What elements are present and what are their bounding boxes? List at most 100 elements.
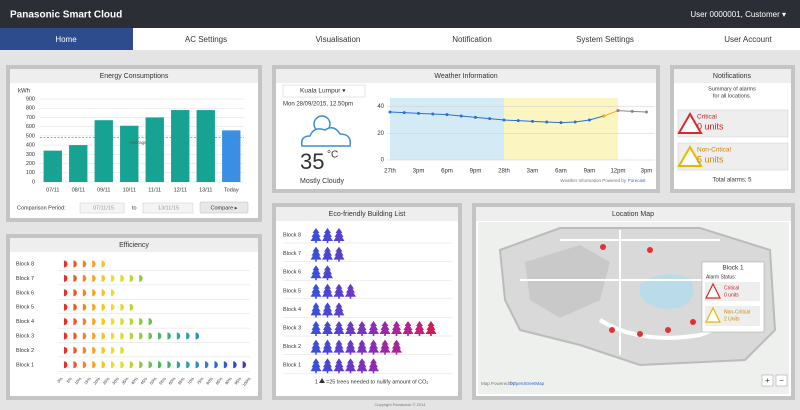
efficiency-icon bbox=[120, 318, 124, 326]
y-tick-label: 100 bbox=[26, 170, 35, 176]
map-credit-link[interactable]: ©OpenStreetMap bbox=[509, 380, 545, 386]
efficiency-icon bbox=[120, 361, 124, 369]
y-tick-label: 20 bbox=[377, 131, 384, 137]
tree-icon bbox=[322, 339, 333, 355]
footer: Copyright Panasonic © 2014 bbox=[375, 402, 427, 407]
panel-title-bar bbox=[10, 238, 258, 252]
city-select[interactable] bbox=[282, 84, 366, 98]
date-to: 13/11/15 bbox=[158, 205, 179, 211]
row-label: Block 6 bbox=[283, 270, 301, 276]
tree-icon bbox=[368, 321, 379, 336]
compare-label: Compare ▸ bbox=[211, 205, 238, 211]
point bbox=[473, 115, 477, 119]
row-label: Block 5 bbox=[16, 305, 34, 311]
efficiency-icon bbox=[101, 260, 106, 268]
popup-title: Block 1 bbox=[722, 265, 744, 272]
panel-title-bar bbox=[674, 69, 791, 83]
efficiency-icon bbox=[242, 361, 247, 369]
tree-icon bbox=[310, 228, 322, 243]
user-menu[interactable]: User 0000001, Customer ▾ bbox=[690, 10, 786, 19]
to-label: to bbox=[132, 205, 137, 211]
tree-icon bbox=[333, 358, 345, 374]
y-tick-label: 400 bbox=[26, 143, 35, 149]
point bbox=[459, 114, 463, 118]
nav-item[interactable]: User Account bbox=[724, 35, 772, 44]
tree-icon bbox=[322, 302, 333, 318]
efficiency-icon bbox=[73, 332, 77, 340]
efficiency-icon bbox=[111, 332, 115, 340]
efficiency-icon bbox=[73, 361, 77, 369]
x-tick-label: 9pm bbox=[470, 169, 482, 175]
nav-item[interactable]: AC Settings bbox=[185, 35, 227, 44]
efficiency-icon bbox=[73, 318, 77, 326]
point bbox=[516, 119, 520, 123]
x-tick-label: 5% bbox=[65, 376, 73, 384]
x-tick-label: 25% bbox=[102, 376, 111, 386]
panel-title-bar bbox=[276, 69, 656, 83]
x-tick-label: 55% bbox=[158, 376, 167, 386]
efficiency-icon bbox=[111, 289, 115, 297]
tree-icon bbox=[391, 339, 402, 355]
bar bbox=[171, 110, 190, 182]
bar bbox=[120, 125, 139, 182]
efficiency-icon bbox=[167, 332, 171, 340]
point bbox=[445, 113, 449, 117]
nav-item[interactable]: Visualisation bbox=[316, 35, 361, 44]
efficiency-icon bbox=[92, 346, 96, 354]
date-input[interactable] bbox=[142, 202, 194, 214]
tree-icon bbox=[310, 321, 322, 336]
tree-icon bbox=[368, 339, 379, 355]
row-label: Block 8 bbox=[16, 261, 34, 267]
efficiency-icon bbox=[129, 361, 134, 369]
nav-item[interactable]: Home bbox=[55, 35, 77, 44]
zoom-in[interactable] bbox=[761, 374, 774, 387]
noncritical-icon bbox=[677, 145, 703, 167]
efficiency-icon bbox=[64, 260, 68, 268]
weather-credit-link[interactable]: Forecast bbox=[628, 178, 646, 183]
efficiency-icon bbox=[233, 361, 237, 369]
efficiency-icon bbox=[73, 274, 77, 282]
noncritical-units: 5 units bbox=[697, 154, 724, 164]
critical-units: 0 units bbox=[697, 121, 724, 131]
efficiency-icon bbox=[82, 332, 87, 340]
shaded-band bbox=[390, 98, 504, 160]
zoom-out[interactable] bbox=[775, 374, 788, 387]
efficiency-icon bbox=[64, 303, 68, 311]
bar bbox=[222, 130, 241, 182]
efficiency-icon bbox=[73, 289, 77, 297]
x-tick-label: 85% bbox=[214, 376, 223, 386]
point bbox=[545, 120, 549, 124]
nav-item[interactable]: System Settings bbox=[576, 35, 634, 44]
y-tick-label: 900 bbox=[26, 96, 35, 102]
row-label: Block 1 bbox=[16, 362, 34, 368]
efficiency-icon bbox=[82, 260, 87, 268]
y-tick-label: 40 bbox=[377, 104, 384, 110]
efficiency-icon bbox=[64, 318, 68, 326]
tree-icon bbox=[310, 302, 322, 318]
point bbox=[530, 119, 534, 123]
compare-button[interactable] bbox=[199, 201, 249, 214]
efficiency-icon bbox=[186, 361, 190, 369]
nav-item[interactable]: Notification bbox=[452, 35, 492, 44]
bar bbox=[94, 120, 113, 182]
efficiency-icon bbox=[92, 303, 96, 311]
efficiency-icon bbox=[101, 274, 106, 282]
tree-icon bbox=[379, 321, 391, 336]
point bbox=[587, 118, 591, 122]
efficiency-icon bbox=[111, 318, 115, 326]
x-tick-label: 0% bbox=[56, 376, 64, 384]
popup-status: Alarm Status: bbox=[706, 274, 736, 280]
x-tick-label: 13/11 bbox=[199, 187, 212, 193]
point bbox=[402, 111, 406, 115]
efficiency-icon bbox=[82, 289, 87, 297]
x-tick-label: 28th bbox=[498, 169, 510, 175]
efficiency-icon bbox=[176, 361, 181, 369]
tree-icon bbox=[333, 302, 345, 318]
row-label: Block 8 bbox=[283, 232, 301, 238]
date-input[interactable] bbox=[79, 202, 125, 214]
tree-icon bbox=[322, 228, 333, 243]
tree-icon bbox=[322, 321, 333, 336]
tree-icon bbox=[345, 283, 356, 299]
eco-panel bbox=[272, 203, 462, 400]
